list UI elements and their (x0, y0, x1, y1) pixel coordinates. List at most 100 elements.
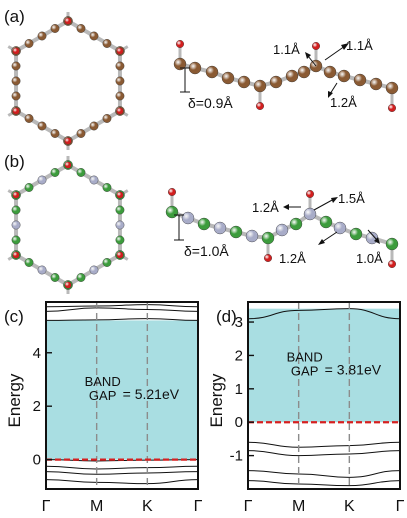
chain-atom (115, 220, 125, 230)
bond-label-b-1: 1.2Å (252, 200, 279, 215)
chain-atom (213, 221, 227, 235)
band-line-5 (45, 471, 199, 475)
hexagon-structure-a (7, 12, 129, 150)
chain-atom (24, 258, 34, 267)
chain-atom (197, 217, 211, 231)
y-axis-label: Energy (207, 373, 226, 427)
oxygen-atom (264, 253, 273, 262)
y-tick-label: 0 (33, 452, 41, 469)
chain-atom (253, 79, 267, 93)
band-line-2 (45, 304, 199, 308)
chain-atom (297, 65, 311, 79)
band-line-3 (247, 470, 401, 478)
chain-atom (188, 61, 202, 75)
chain-atom (37, 175, 47, 185)
band-gap-region (248, 308, 400, 423)
chain-atom (205, 65, 219, 79)
x-tick-label: Γ (42, 498, 51, 515)
band-line-1 (247, 441, 401, 448)
chain-atom (385, 237, 399, 251)
delta-label-a: δ=0.9Å (188, 95, 233, 111)
chain-atom (115, 76, 125, 86)
chain-atom (289, 217, 303, 231)
band-line-4 (45, 465, 199, 470)
oxygen-atom (116, 47, 124, 55)
x-tick-label: Γ (244, 498, 253, 515)
chain-atom (11, 220, 21, 230)
y-tick-label: 2 (235, 347, 243, 364)
chain-atom (50, 24, 60, 33)
chain-atom (89, 121, 99, 131)
x-tick-label: M (90, 498, 103, 515)
oxygen-atom (388, 103, 397, 112)
chain-atom (24, 183, 34, 192)
annotations-a: δ=0.9Å 1.1Å 1.1Å 1.2Å (180, 38, 373, 111)
chain-atom (89, 175, 99, 185)
chain-atom (11, 76, 21, 86)
delta-label-b: δ=1.0Å (184, 243, 229, 259)
chain-atom (37, 265, 47, 275)
chain-atom (50, 129, 60, 138)
bond-label-b-2: 1.5Å (338, 191, 365, 206)
chain-atom (76, 129, 86, 138)
oxygen-atom (167, 187, 176, 196)
band-gap-label-line1: BAND (287, 349, 323, 364)
oxygen-atom (312, 42, 321, 51)
x-tick-label: Γ (396, 498, 405, 515)
oxygen-atom (12, 191, 20, 199)
bond-label-a-1: 1.1Å (273, 42, 300, 57)
bond-label-b-3: 1.2Å (279, 251, 306, 266)
chain-atom (269, 75, 283, 89)
y-tick-label: 4 (33, 345, 41, 362)
oxygen-atom (116, 107, 124, 115)
chain-atom (11, 61, 21, 71)
chain-atom (89, 265, 99, 275)
band-line-4 (247, 480, 401, 487)
chain-atom (37, 31, 47, 41)
chain-atom (37, 121, 47, 131)
chain-atom (11, 205, 21, 215)
oxygen-atom (388, 260, 397, 269)
chain-atom (76, 168, 86, 177)
oxygen-atom (175, 40, 184, 49)
chain-atom (303, 207, 317, 221)
chain-atom (102, 183, 112, 192)
chain-atom (353, 73, 367, 87)
bond-label-a-2: 1.1Å (346, 38, 373, 53)
chain-atom (229, 225, 243, 239)
oxygen-atom (256, 101, 265, 110)
chain-atom (261, 231, 275, 245)
oxygen-atom (116, 251, 124, 259)
chain-atom (337, 69, 351, 83)
oxygen-atom (64, 137, 72, 145)
panel-label-a: (a) (4, 7, 25, 26)
annotations-b: δ=1.0Å 1.2Å 1.5Å 1.2Å 1.0Å (174, 191, 383, 266)
chain-atom (102, 258, 112, 267)
bond-label-b-4: 1.0Å (356, 251, 383, 266)
chain-atom (89, 31, 99, 41)
band-line-1 (45, 307, 199, 312)
y-tick-label: 2 (33, 398, 41, 415)
panel-label-b: (b) (4, 152, 25, 171)
oxygen-atom (64, 17, 72, 25)
band-line-0 (45, 318, 199, 321)
chain-atom (24, 114, 34, 123)
chain-atom (181, 211, 195, 225)
panel-label-d: (d) (216, 307, 237, 326)
chain-atom (369, 77, 383, 91)
chain-atom (323, 65, 337, 79)
hexagon-structure-b (7, 156, 129, 294)
bond-label-a-3: 1.2Å (330, 95, 357, 110)
oxygen-atom (116, 191, 124, 199)
side-chain-structure-a (173, 40, 399, 112)
chain-atom (285, 69, 299, 83)
chain-atom (115, 235, 125, 245)
chain-atom (221, 71, 235, 85)
band-gap-label-line2: GAP (89, 388, 116, 403)
oxygen-atom (64, 161, 72, 169)
chain-atom (275, 223, 289, 237)
band-gap-label-line1: BAND (85, 374, 121, 389)
chain-atom (245, 229, 259, 243)
x-tick-label: M (292, 498, 305, 515)
